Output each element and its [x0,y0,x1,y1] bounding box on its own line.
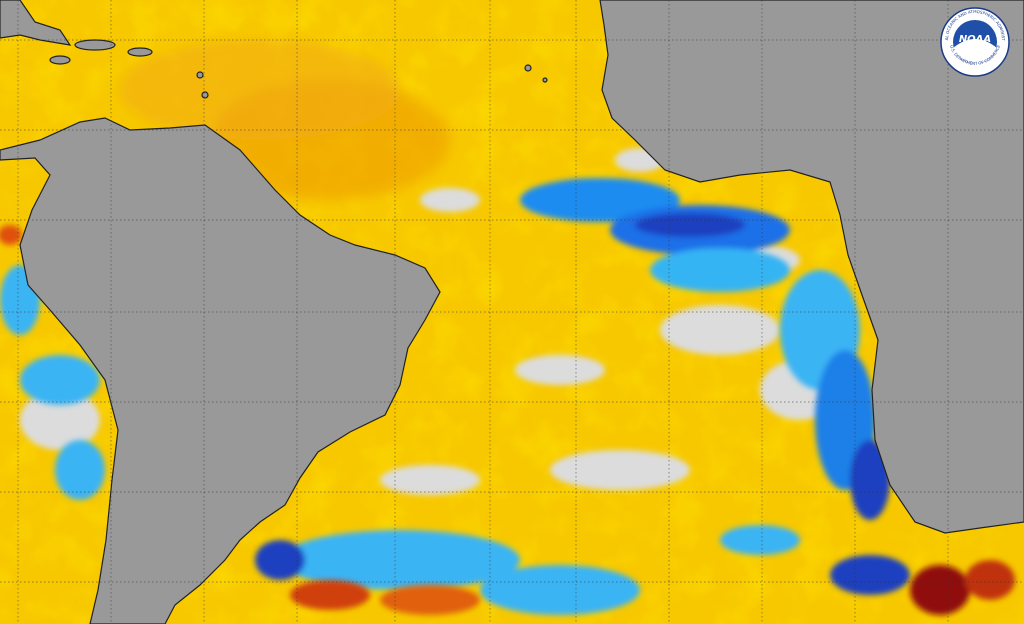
south-america [0,117,441,624]
logo-text: NOAA [959,34,991,45]
islands [49,39,548,99]
africa [599,0,1024,534]
cool-anomaly [0,178,910,615]
central-america [0,0,72,46]
hot-anomaly [0,225,1015,615]
warm-anomaly [120,40,450,200]
